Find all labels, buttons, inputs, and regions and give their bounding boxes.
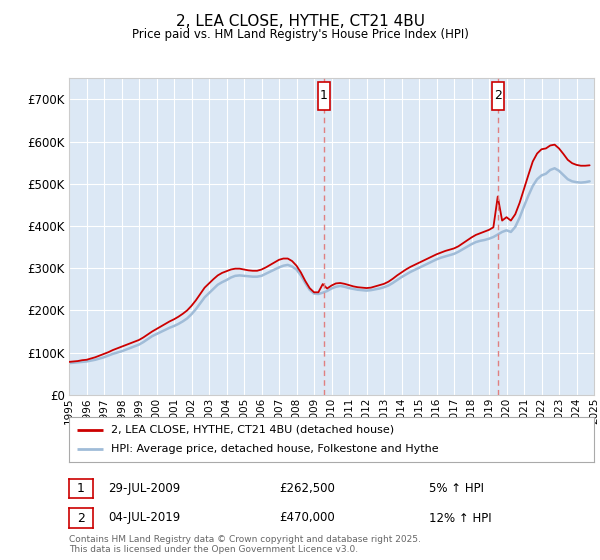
Text: Price paid vs. HM Land Registry's House Price Index (HPI): Price paid vs. HM Land Registry's House … bbox=[131, 28, 469, 41]
Text: 2: 2 bbox=[494, 89, 502, 102]
Text: 2, LEA CLOSE, HYTHE, CT21 4BU: 2, LEA CLOSE, HYTHE, CT21 4BU bbox=[176, 14, 425, 29]
Bar bbox=[318, 82, 330, 110]
Text: 04-JUL-2019: 04-JUL-2019 bbox=[108, 511, 180, 525]
Text: 1: 1 bbox=[320, 89, 328, 102]
Bar bbox=[491, 82, 504, 110]
Text: 29-JUL-2009: 29-JUL-2009 bbox=[108, 482, 180, 495]
Text: 2, LEA CLOSE, HYTHE, CT21 4BU (detached house): 2, LEA CLOSE, HYTHE, CT21 4BU (detached … bbox=[111, 424, 394, 435]
Text: 12% ↑ HPI: 12% ↑ HPI bbox=[429, 511, 491, 525]
Text: £470,000: £470,000 bbox=[279, 511, 335, 525]
Text: 1: 1 bbox=[77, 482, 85, 495]
Text: HPI: Average price, detached house, Folkestone and Hythe: HPI: Average price, detached house, Folk… bbox=[111, 445, 439, 455]
Text: 5% ↑ HPI: 5% ↑ HPI bbox=[429, 482, 484, 495]
Text: 2: 2 bbox=[77, 511, 85, 525]
Text: Contains HM Land Registry data © Crown copyright and database right 2025.
This d: Contains HM Land Registry data © Crown c… bbox=[69, 535, 421, 554]
Text: £262,500: £262,500 bbox=[279, 482, 335, 495]
